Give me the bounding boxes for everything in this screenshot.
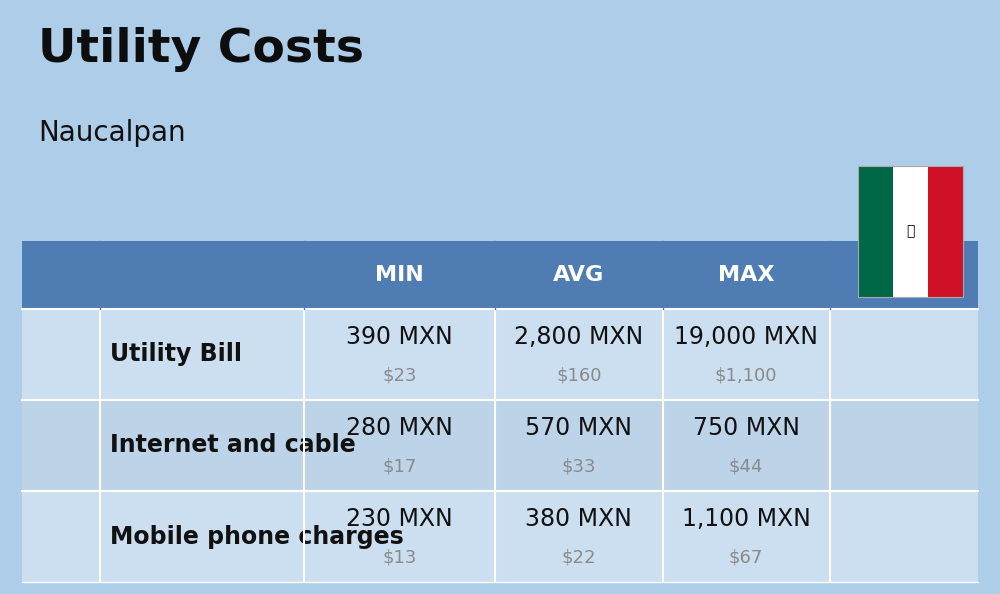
Bar: [27, 406, 95, 485]
Text: $23: $23: [382, 366, 417, 384]
Bar: [858, 166, 963, 297]
Text: $13: $13: [382, 548, 417, 566]
Text: Naucalpan: Naucalpan: [38, 119, 186, 147]
Text: 280 MXN: 280 MXN: [346, 416, 453, 440]
Bar: [22, 491, 978, 582]
Text: $160: $160: [556, 366, 602, 384]
Text: 2,800 MXN: 2,800 MXN: [514, 324, 643, 349]
Text: Internet and cable: Internet and cable: [110, 434, 356, 457]
Text: $44: $44: [729, 457, 763, 475]
Text: $17: $17: [382, 457, 417, 475]
Text: 380 MXN: 380 MXN: [525, 507, 632, 531]
Text: 390 MXN: 390 MXN: [346, 324, 453, 349]
Text: 230 MXN: 230 MXN: [346, 507, 453, 531]
Bar: [22, 400, 978, 491]
Text: 19,000 MXN: 19,000 MXN: [674, 324, 818, 349]
Bar: [22, 241, 978, 309]
Bar: [27, 315, 95, 394]
Text: 570 MXN: 570 MXN: [525, 416, 632, 440]
Text: AVG: AVG: [553, 265, 604, 285]
Bar: [858, 166, 893, 297]
Text: $22: $22: [562, 548, 596, 566]
Text: MAX: MAX: [718, 265, 774, 285]
Bar: [928, 166, 963, 297]
Bar: [27, 497, 95, 576]
Text: $33: $33: [562, 457, 596, 475]
Text: Utility Costs: Utility Costs: [38, 27, 364, 72]
Text: 🦅: 🦅: [906, 225, 915, 239]
Text: Utility Bill: Utility Bill: [110, 342, 242, 366]
Text: Mobile phone charges: Mobile phone charges: [110, 525, 404, 549]
Text: 750 MXN: 750 MXN: [693, 416, 800, 440]
Bar: [22, 309, 978, 400]
Text: MIN: MIN: [375, 265, 424, 285]
Bar: [893, 166, 928, 297]
Text: 1,100 MXN: 1,100 MXN: [682, 507, 811, 531]
Text: $67: $67: [729, 548, 763, 566]
Text: $1,100: $1,100: [715, 366, 777, 384]
